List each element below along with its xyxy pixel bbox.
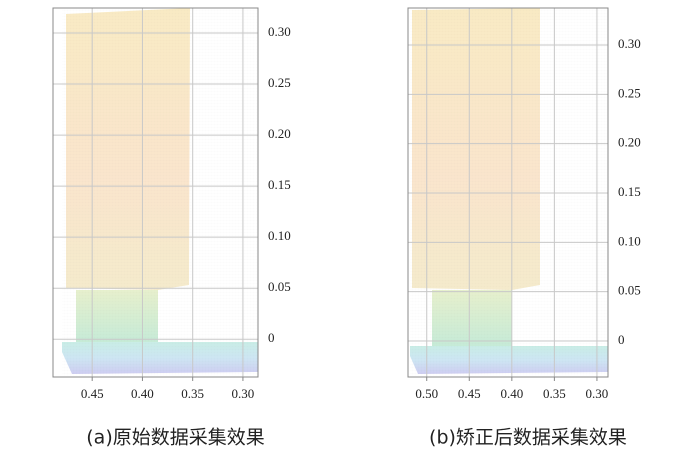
y-tick-label: 0.30 bbox=[618, 36, 641, 51]
x-tick-label: 0.45 bbox=[81, 386, 104, 401]
point-cloud-b bbox=[410, 8, 608, 376]
y-tick-label: 0.30 bbox=[268, 24, 291, 39]
y-tick-label: 0.10 bbox=[268, 228, 291, 243]
y-tick-label: 0.15 bbox=[618, 184, 641, 199]
point-cloud-a bbox=[62, 8, 258, 376]
x-tick-label: 0.50 bbox=[415, 386, 438, 401]
y-tick-label: 0 bbox=[268, 330, 275, 345]
x-tick-label: 0.35 bbox=[543, 386, 566, 401]
x-tick-label: 0.40 bbox=[500, 386, 523, 401]
x-tick-label: 0.35 bbox=[181, 386, 204, 401]
plot-frame bbox=[407, 7, 609, 378]
x-tick-label: 0.30 bbox=[232, 386, 255, 401]
x-tick-label: 0.45 bbox=[458, 386, 481, 401]
y-tick-label: 0.20 bbox=[268, 126, 291, 141]
y-tick-label: 0.25 bbox=[268, 75, 291, 90]
y-tick-label: 0.15 bbox=[268, 177, 291, 192]
y-tick-label: 0.05 bbox=[618, 283, 641, 298]
caption: (b)矫正后数据采集效果 bbox=[429, 427, 627, 449]
plot-frame bbox=[52, 7, 259, 378]
x-tick-label: 0.40 bbox=[131, 386, 154, 401]
y-tick-label: 0 bbox=[618, 332, 625, 347]
y-tick-label: 0.05 bbox=[268, 279, 291, 294]
x-tick-label: 0.30 bbox=[586, 386, 609, 401]
y-tick-label: 0.20 bbox=[618, 135, 641, 150]
y-tick-label: 0.10 bbox=[618, 233, 641, 248]
caption: (a)原始数据采集效果 bbox=[86, 427, 264, 449]
y-tick-label: 0.25 bbox=[618, 85, 641, 100]
